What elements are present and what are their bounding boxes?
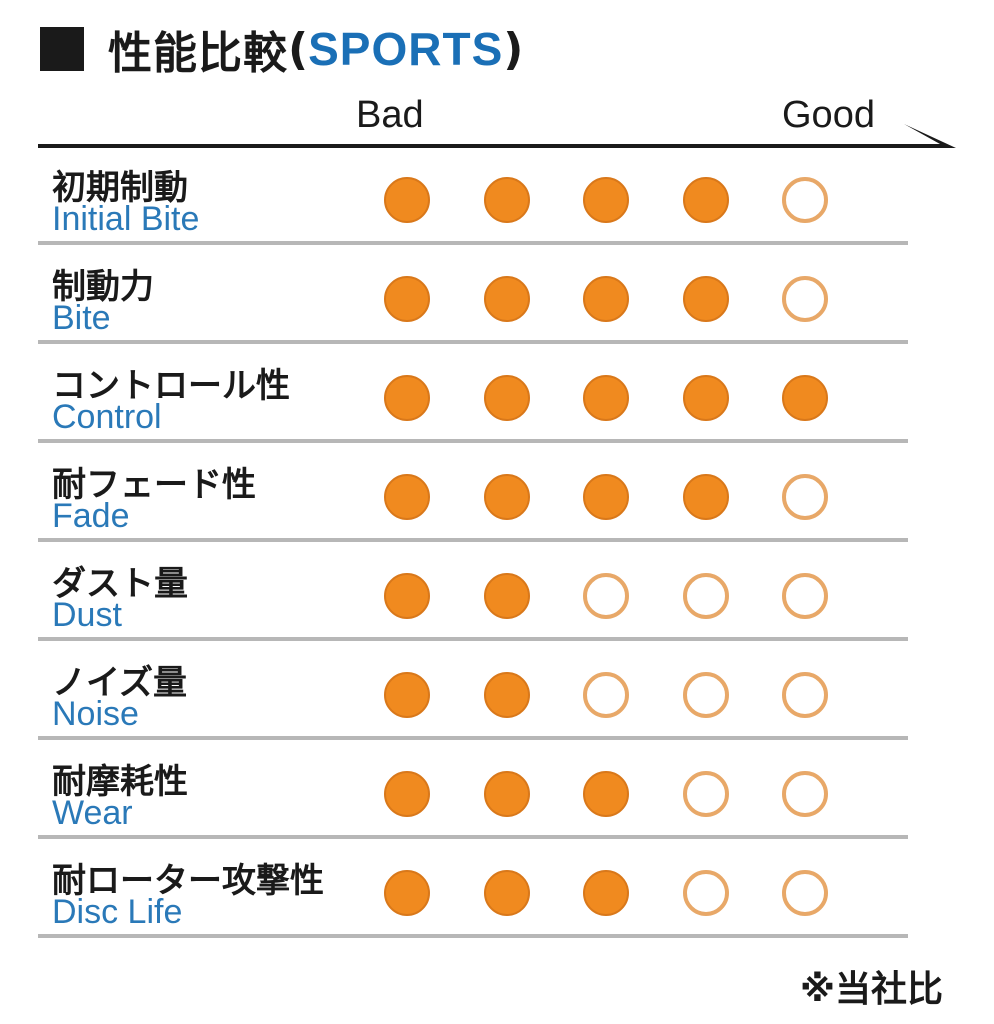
rating-dot-empty	[683, 771, 729, 817]
rating-dot-empty	[782, 672, 828, 718]
rating-dot-empty	[583, 573, 629, 619]
row-label-ja: コントロール性	[52, 366, 290, 406]
row-separator	[38, 241, 908, 245]
row-label-en: Dust	[52, 596, 122, 634]
rating-dot-filled	[384, 375, 430, 421]
rating-dot-filled	[484, 177, 530, 223]
row-separator	[38, 637, 908, 641]
rating-row: 初期制動 Initial Bite	[0, 146, 994, 245]
row-label-ja: 初期制動	[52, 168, 188, 208]
rating-dot-filled	[484, 870, 530, 916]
rating-dot-empty	[782, 573, 828, 619]
rating-dot-filled	[384, 771, 430, 817]
scale-arrow-icon	[38, 124, 956, 148]
row-separator	[38, 340, 908, 344]
arrow-shape	[38, 124, 956, 148]
row-label-ja: ダスト量	[52, 564, 188, 604]
rating-dot-empty	[583, 672, 629, 718]
rating-dot-filled	[484, 474, 530, 520]
chart-title: 性能比較 ( SPORTS )	[40, 14, 523, 84]
row-label-en: Disc Life	[52, 893, 183, 931]
rating-row: 耐フェード性 Fade	[0, 443, 994, 542]
rating-dot-filled	[683, 177, 729, 223]
rating-dot-filled	[683, 375, 729, 421]
rating-dot-filled	[683, 276, 729, 322]
rating-row: ダスト量 Dust	[0, 542, 994, 641]
row-label-ja: 耐摩耗性	[52, 762, 188, 802]
row-label-ja: ノイズ量	[52, 663, 187, 703]
scale-good-label: Good	[782, 94, 875, 136]
row-separator	[38, 736, 908, 740]
rating-dot-empty	[782, 771, 828, 817]
row-label-ja: 耐ローター攻撃性	[52, 861, 324, 901]
rating-dot-filled	[683, 474, 729, 520]
row-label-en: Wear	[52, 794, 133, 832]
rating-dot-empty	[683, 573, 729, 619]
rating-dot-filled	[484, 276, 530, 322]
row-label-ja: 制動力	[52, 267, 154, 307]
rating-dot-filled	[384, 177, 430, 223]
rating-dot-filled	[782, 375, 828, 421]
rating-dot-filled	[484, 672, 530, 718]
rating-dot-filled	[384, 573, 430, 619]
rating-row: ノイズ量 Noise	[0, 641, 994, 740]
rating-dot-filled	[484, 573, 530, 619]
title-accent: SPORTS	[308, 23, 504, 75]
title-square-icon	[40, 27, 84, 71]
rating-dot-filled	[384, 870, 430, 916]
rating-dot-filled	[583, 177, 629, 223]
row-label-en: Noise	[52, 695, 139, 733]
rating-row: 耐ローター攻撃性 Disc Life	[0, 839, 994, 938]
footnote: ※当社比	[800, 969, 943, 1010]
rating-dot-filled	[583, 276, 629, 322]
rating-row: 制動力 Bite	[0, 245, 994, 344]
title-main: 性能比較	[108, 28, 288, 79]
rating-dot-filled	[484, 771, 530, 817]
rating-dot-filled	[484, 375, 530, 421]
title-paren-close: )	[503, 23, 524, 75]
row-separator	[38, 538, 908, 542]
row-separator	[38, 934, 908, 938]
rating-dot-filled	[583, 870, 629, 916]
rating-dot-filled	[384, 276, 430, 322]
rating-row: コントロール性 Control	[0, 344, 994, 443]
rating-dot-empty	[782, 177, 828, 223]
rating-dot-filled	[384, 672, 430, 718]
row-label-en: Initial Bite	[52, 200, 200, 238]
scale-bad-label: Bad	[356, 94, 424, 136]
rating-dot-filled	[583, 375, 629, 421]
rating-dot-empty	[782, 870, 828, 916]
row-label-ja: 耐フェード性	[52, 465, 256, 505]
title-paren-open: (	[288, 23, 309, 75]
row-label-en: Bite	[52, 299, 111, 337]
row-label-en: Control	[52, 398, 162, 436]
rating-dot-empty	[683, 870, 729, 916]
row-separator	[38, 835, 908, 839]
rating-dot-filled	[583, 771, 629, 817]
rating-dot-empty	[782, 276, 828, 322]
rating-dot-empty	[782, 474, 828, 520]
rating-dot-filled	[583, 474, 629, 520]
row-separator	[38, 439, 908, 443]
rating-dot-filled	[384, 474, 430, 520]
row-label-en: Fade	[52, 497, 130, 535]
rating-dot-empty	[683, 672, 729, 718]
rating-row: 耐摩耗性 Wear	[0, 740, 994, 839]
